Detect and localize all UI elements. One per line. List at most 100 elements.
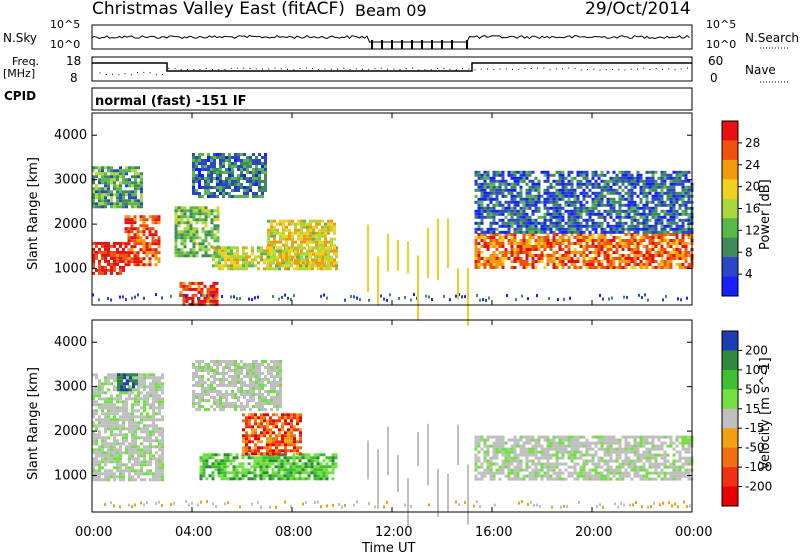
- heatmap-cell: [257, 246, 260, 250]
- heatmap-cell: [663, 227, 667, 231]
- heatmap-cell: [300, 252, 303, 256]
- heatmap-cell: [92, 193, 95, 197]
- heatmap-cell: [270, 360, 273, 363]
- heatmap-cell: [182, 287, 186, 291]
- heatmap-cell: [228, 402, 231, 405]
- heatmap-cell: [513, 209, 517, 213]
- heatmap-cell: [125, 409, 128, 413]
- heatmap-cell: [148, 233, 152, 237]
- heatmap-cell: [246, 162, 249, 165]
- heatmap-cell: [567, 227, 571, 231]
- heatmap-cell: [189, 212, 193, 216]
- heatmap-cell: [215, 296, 219, 300]
- heatmap-cell: [125, 445, 128, 449]
- heatmap-cell: [251, 413, 254, 417]
- heatmap-cell: [516, 251, 520, 254]
- heatmap-cell: [199, 474, 203, 478]
- heatmap-cell: [597, 224, 601, 228]
- heatmap-cell: [127, 248, 131, 252]
- heatmap-cell: [660, 245, 664, 248]
- heatmap-cell: [591, 221, 595, 225]
- heatmap-cell: [642, 239, 646, 242]
- heatmap-cell: [210, 171, 213, 174]
- heatmap-cell: [140, 205, 143, 209]
- heatmap-cell: [252, 387, 255, 390]
- heatmap-cell: [198, 183, 201, 186]
- heatmap-cell: [328, 456, 332, 460]
- heatmap-cell: [669, 203, 673, 207]
- heatmap-cell: [158, 412, 161, 416]
- heatmap-cell: [245, 425, 248, 429]
- heatmap-cell: [137, 472, 140, 476]
- heatmap-cell: [248, 416, 251, 420]
- heatmap-cell: [573, 260, 577, 263]
- heatmap-cell: [127, 251, 131, 255]
- heatmap-cell: [128, 478, 131, 482]
- heatmap-cell: [633, 224, 637, 228]
- heatmap-cell: [639, 188, 643, 192]
- heatmap-cell: [122, 169, 125, 173]
- heatmap-cell: [257, 440, 260, 444]
- heatmap-cell: [101, 460, 104, 464]
- heatmap-cell: [234, 165, 237, 168]
- heatmap-cell: [663, 179, 667, 183]
- heatmap-cell: [660, 170, 664, 174]
- heatmap-cell: [149, 403, 152, 407]
- heatmap-cell: [238, 471, 242, 475]
- heatmap-cell: [215, 281, 219, 285]
- heatmap-cell: [307, 471, 311, 475]
- heatmap-cell: [576, 242, 580, 245]
- heatmap-cell: [143, 439, 146, 443]
- heatmap-cell: [143, 451, 146, 455]
- heatmap-cell: [600, 224, 604, 228]
- heatmap-cell: [95, 427, 98, 431]
- heatmap-cell: [240, 153, 243, 156]
- heatmap-cell: [645, 191, 649, 195]
- heatmap-cell: [609, 200, 613, 204]
- heatmap-cell: [216, 366, 219, 369]
- heatmap-cell: [158, 418, 161, 422]
- heatmap-cell: [321, 252, 324, 256]
- heatmap-cell: [293, 443, 296, 447]
- heatmap-cell: [116, 427, 119, 431]
- heatmap-cell: [215, 299, 219, 303]
- heatmap-cell: [585, 266, 589, 269]
- heatmap-cell: [98, 262, 101, 266]
- heatmap-cell: [320, 294, 322, 298]
- heatmap-cell: [95, 376, 98, 380]
- heatmap-cell: [305, 267, 308, 271]
- heatmap-cell: [268, 465, 272, 469]
- heatmap-cell: [666, 242, 670, 245]
- heatmap-cell: [522, 179, 526, 183]
- heatmap-cell: [213, 396, 216, 399]
- heatmap-cell: [504, 257, 508, 260]
- heatmap-cell: [264, 183, 267, 186]
- heatmap-cell: [257, 422, 260, 426]
- colorbar-segment: [722, 140, 738, 161]
- heatmap-cell: [603, 266, 607, 269]
- heatmap-cell: [128, 427, 131, 431]
- heatmap-cell: [201, 384, 204, 387]
- heatmap-cell: [335, 264, 338, 268]
- heatmap-cell: [525, 182, 529, 186]
- heatmap-cell: [597, 245, 601, 248]
- heatmap-cell: [636, 221, 640, 225]
- heatmap-cell: [116, 397, 119, 401]
- heatmap-cell: [531, 170, 535, 174]
- heatmap-cell: [573, 209, 577, 213]
- heatmap-cell: [254, 413, 257, 417]
- heatmap-cell: [687, 236, 691, 239]
- heatmap-cell: [143, 445, 146, 449]
- heatmap-cell: [101, 397, 104, 401]
- heatmap-cell: [119, 427, 122, 431]
- heatmap-cell: [534, 254, 538, 257]
- heatmap-cell: [654, 236, 658, 239]
- heatmap-cell: [663, 239, 667, 242]
- heatmap-cell: [255, 360, 258, 363]
- heatmap-cell: [245, 258, 248, 262]
- heatmap-cell: [214, 459, 218, 463]
- heatmap-cell: [239, 264, 242, 268]
- heatmap-cell: [480, 218, 484, 222]
- heatmap-cell: [274, 465, 278, 469]
- heatmap-cell: [588, 266, 592, 269]
